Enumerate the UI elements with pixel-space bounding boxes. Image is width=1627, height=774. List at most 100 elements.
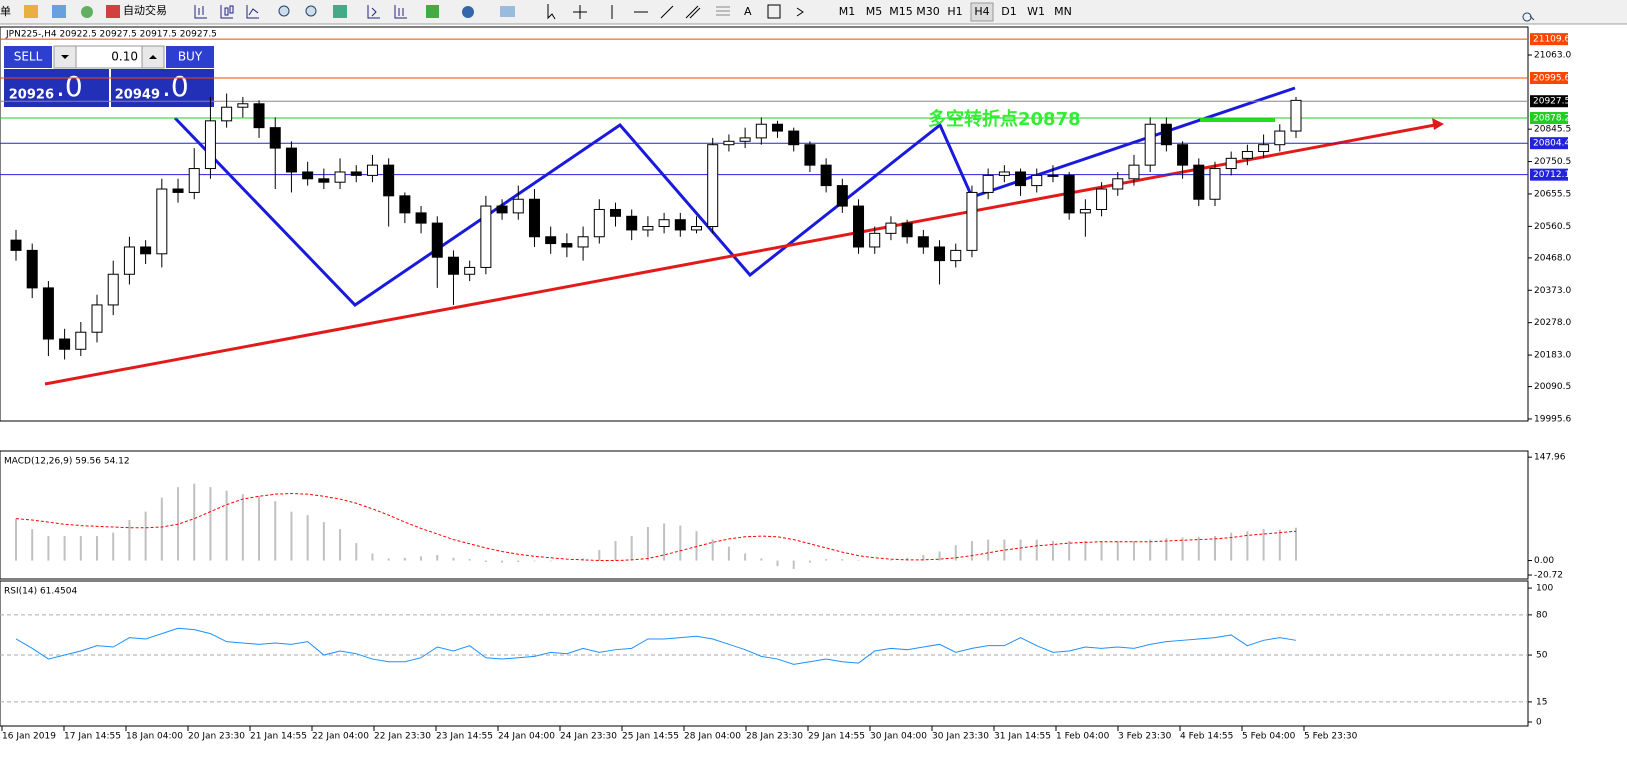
candle-body [658, 219, 670, 228]
auto-trading-button[interactable]: 自动交易 [123, 3, 167, 17]
sell-price[interactable]: 20926 [9, 88, 54, 103]
macd-bar [857, 559, 860, 561]
macd-bar [96, 536, 99, 561]
timeframe-button[interactable]: H1 [947, 5, 962, 18]
macd-bar [1197, 536, 1200, 561]
icon[interactable] [194, 5, 207, 19]
y-tick-label: 0 [1536, 717, 1542, 727]
timeframe-button[interactable]: M1 [839, 5, 856, 18]
candle-body [285, 147, 297, 173]
y-tick-label: 20750.5 [1534, 157, 1571, 167]
x-tick-label: 5 Feb 04:00 [1242, 732, 1296, 742]
buy-price-box[interactable] [111, 69, 214, 107]
zigzag-drawing [173, 86, 1296, 307]
icon[interactable] [426, 5, 439, 18]
timeframe-button[interactable]: M5 [866, 5, 883, 18]
macd-bar [1003, 539, 1006, 561]
icon[interactable] [333, 5, 347, 18]
sell-label[interactable]: SELL [14, 50, 43, 64]
macd-bar [225, 490, 228, 561]
timeframe-button[interactable]: M15 [889, 5, 913, 18]
candle-body [674, 219, 686, 231]
icon[interactable] [81, 6, 93, 18]
macd-bar [1051, 540, 1054, 561]
icon[interactable] [367, 5, 380, 19]
zoom-in[interactable] [278, 5, 290, 17]
auto-icon[interactable] [106, 5, 120, 18]
candle-body [1177, 144, 1189, 166]
candle-body [528, 198, 540, 238]
label-tool[interactable] [767, 4, 781, 19]
active-timeframe [970, 2, 994, 22]
crosshair-tool[interactable] [573, 5, 587, 19]
x-tick-label: 22 Jan 04:00 [312, 732, 369, 742]
icon[interactable] [246, 5, 259, 19]
zoom-out[interactable] [305, 5, 317, 17]
icon[interactable] [220, 5, 234, 19]
candle-body [204, 120, 216, 170]
macd-bar [792, 560, 795, 569]
macd-bar [646, 527, 649, 561]
candle-body [917, 236, 929, 248]
candle-body [869, 232, 881, 248]
timeframe-button[interactable]: MN [1054, 5, 1072, 18]
macd-bar [241, 494, 244, 561]
candle-body [1063, 174, 1075, 214]
timeframe-button[interactable]: W1 [1027, 5, 1045, 18]
icon[interactable] [462, 6, 474, 18]
timeframe-button[interactable]: D1 [1001, 5, 1016, 18]
candle-body [42, 287, 54, 340]
buy-label[interactable]: BUY [178, 50, 203, 64]
buy-button[interactable] [166, 46, 214, 68]
candle-body [1241, 151, 1253, 159]
cursor-tool[interactable] [547, 4, 556, 20]
candle-body [1079, 208, 1091, 214]
x-tick-label: 23 Jan 14:55 [436, 732, 493, 742]
icon[interactable] [24, 5, 38, 18]
icon[interactable] [500, 6, 515, 17]
icon[interactable] [52, 5, 66, 18]
buy-price[interactable]: 20949 [115, 88, 160, 103]
candle-body [885, 222, 897, 234]
fibo-tool[interactable] [716, 6, 730, 16]
macd-bar [938, 551, 941, 561]
macd-bar [452, 557, 455, 561]
macd-bar [808, 560, 811, 563]
buy-price-fraction[interactable]: .0 [162, 70, 189, 103]
y-tick-label: 100 [1536, 584, 1553, 594]
macd-bar [355, 543, 358, 561]
macd-bar [403, 557, 406, 561]
macd-bar [15, 518, 17, 561]
arrow-tool[interactable] [796, 7, 804, 17]
timeframe-button[interactable]: M30 [916, 5, 940, 18]
search[interactable] [1522, 12, 1535, 22]
menu-text[interactable]: 单 [0, 5, 11, 18]
sell-button[interactable] [4, 46, 52, 68]
macd-bar [144, 511, 147, 561]
lot-value[interactable]: 0.10 [111, 50, 138, 64]
level-label-box [1530, 112, 1568, 125]
text-tool[interactable]: A [744, 5, 752, 18]
candle-body [383, 164, 395, 197]
y-tick-label: 80 [1536, 610, 1548, 620]
macd-bar [1035, 539, 1038, 561]
sell-price-fraction[interactable]: .0 [56, 70, 83, 103]
level-label-box [1530, 72, 1568, 85]
candle-body [1258, 144, 1270, 153]
candle-body [820, 164, 832, 187]
macd-bar [1116, 540, 1119, 561]
channel-tool[interactable] [685, 5, 701, 19]
sell-price-box[interactable] [4, 69, 109, 107]
y-tick-label: 20655.5 [1534, 189, 1571, 199]
macd-signal [15, 492, 1297, 562]
macd-bar [1246, 531, 1249, 561]
rsi-pane [0, 580, 1529, 727]
y-tick-label: 20373.0 [1534, 286, 1571, 296]
icon[interactable] [394, 5, 407, 19]
macd-bar [727, 546, 730, 561]
trendline-tool[interactable] [660, 5, 674, 19]
candle-body [302, 171, 314, 180]
timeframe-button[interactable]: H4 [974, 5, 989, 18]
candle-body [318, 178, 330, 183]
macd-bar [1295, 527, 1297, 561]
